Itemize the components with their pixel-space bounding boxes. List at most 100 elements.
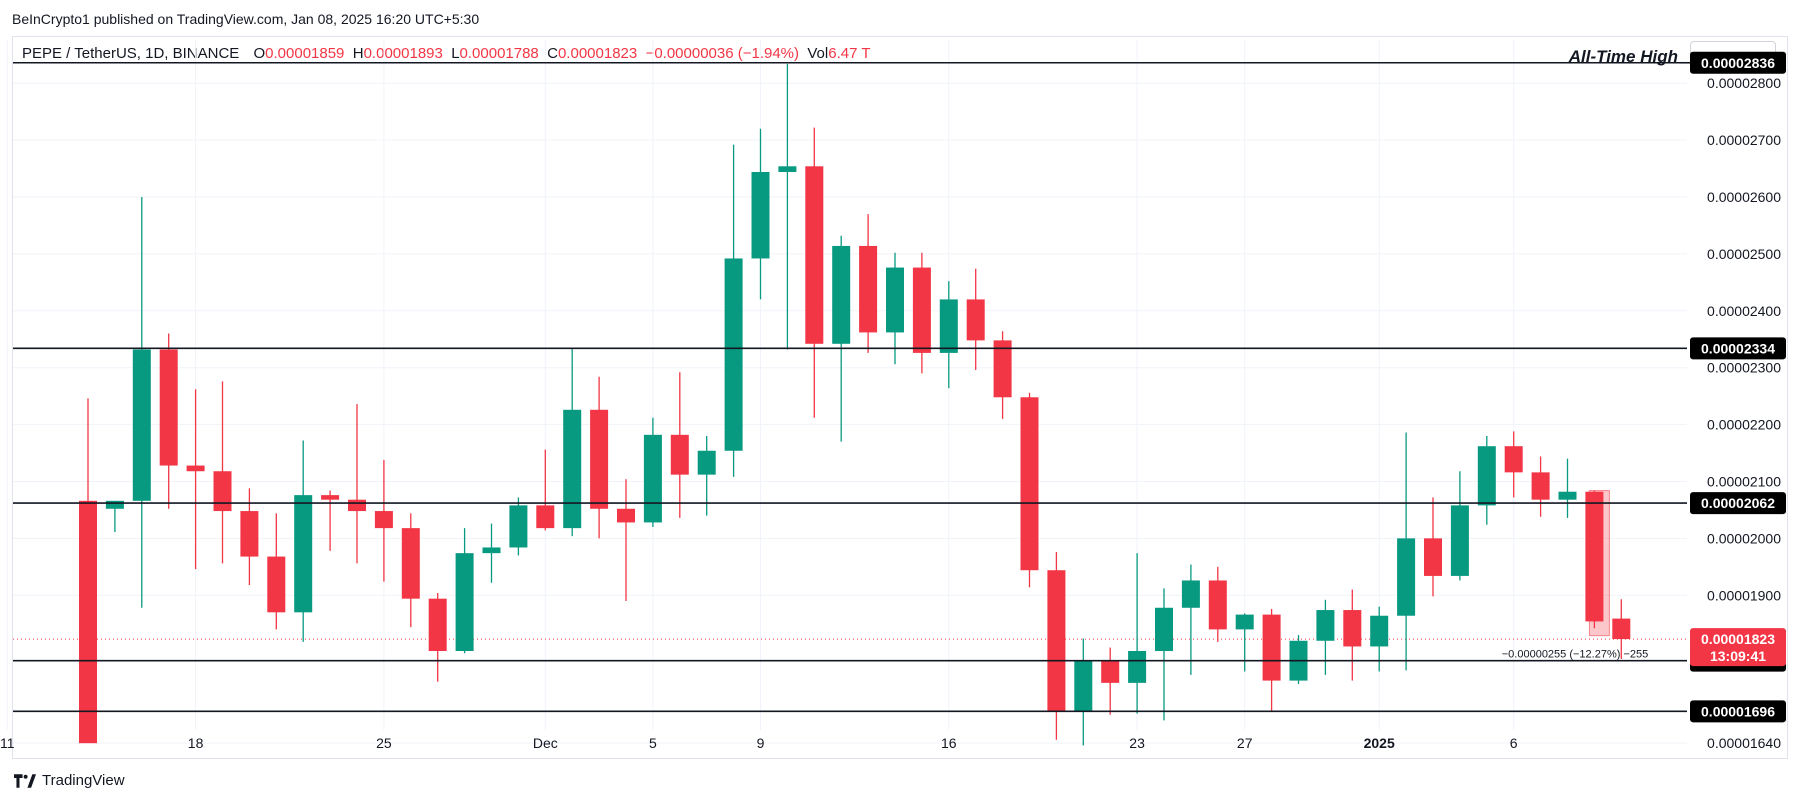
- x-tick-label: 2025: [1364, 735, 1395, 751]
- candle-up: [751, 171, 770, 259]
- price-level-badge-label: 0.00002836: [1701, 55, 1775, 71]
- x-tick-label: 5: [649, 735, 657, 751]
- price-level-badge: [1690, 337, 1786, 360]
- candle-down: [374, 511, 393, 529]
- candle-up: [778, 166, 797, 172]
- candle-down: [912, 267, 931, 353]
- candle-down: [993, 340, 1012, 398]
- candle-down: [1208, 580, 1227, 630]
- candle-down: [267, 556, 286, 613]
- x-tick-label: 9: [757, 735, 765, 751]
- candle-down: [1531, 472, 1550, 500]
- x-tick-label: 27: [1237, 735, 1253, 751]
- x-tick-label: 25: [376, 735, 392, 751]
- x-tick-label: 23: [1129, 735, 1145, 751]
- candle-up: [509, 505, 528, 548]
- candle-down: [401, 528, 420, 599]
- candle-up: [1128, 651, 1147, 683]
- legend-volume-value: 6.47 T: [828, 45, 871, 62]
- x-tick-label: 6: [1510, 735, 1518, 751]
- measure-label: −0.00000255 (−12.27%) −255: [1502, 649, 1649, 661]
- candle-up: [1477, 446, 1496, 506]
- all-time-high-annotation: All-Time High: [1568, 47, 1678, 66]
- candle-up: [1397, 538, 1416, 616]
- legend-symbol[interactable]: PEPE / TetherUS, 1D, BINANCE: [22, 45, 240, 62]
- candle-up: [886, 267, 904, 333]
- candle-down: [1504, 446, 1523, 473]
- legend-high-label: H: [352, 45, 364, 62]
- candle-down: [1585, 491, 1604, 622]
- tradingview-branding[interactable]: TradingView: [14, 772, 125, 789]
- candle-down: [617, 508, 635, 523]
- y-tick-label: 0.00002600: [1707, 189, 1781, 205]
- y-tick-label: 0.00002100: [1707, 473, 1781, 489]
- candle-up: [1370, 615, 1389, 647]
- y-tick-label: 0.00001640: [1707, 735, 1781, 751]
- candle-down: [186, 465, 205, 472]
- y-tick-label: 0.00002200: [1707, 417, 1781, 433]
- candle-up: [132, 349, 151, 501]
- candle-down: [428, 598, 447, 652]
- legend-low-label: L: [451, 45, 460, 62]
- candle-up: [455, 553, 474, 652]
- candle-down: [321, 495, 340, 500]
- candle-down: [213, 471, 232, 512]
- price-level-badge: [1690, 700, 1786, 723]
- y-tick-label: 0.00002000: [1707, 530, 1781, 546]
- legend-close-label: C: [547, 45, 558, 62]
- candle-up: [1450, 505, 1469, 576]
- y-tick-label: 0.00001900: [1707, 587, 1781, 603]
- footer-label: TradingView: [42, 772, 125, 789]
- candle-up: [563, 409, 582, 529]
- legend-close-value: 0.00001823: [557, 45, 638, 62]
- y-tick-label: 0.00002400: [1707, 303, 1781, 319]
- candle-up: [724, 258, 743, 451]
- x-tick-label: 11: [0, 735, 15, 751]
- legend-volume-label: Vol: [807, 45, 829, 62]
- candle-down: [590, 409, 609, 509]
- candle-down: [805, 166, 824, 344]
- last-price-label: 0.00001823: [1701, 631, 1775, 647]
- publisher-line: BeInCrypto1 published on TradingView.com…: [12, 11, 480, 27]
- tradingview-logo-icon: [14, 773, 36, 788]
- candle-down: [1612, 618, 1631, 640]
- candle-down: [159, 349, 178, 466]
- candle-up: [832, 245, 851, 344]
- candle-up: [482, 547, 501, 554]
- candle-down: [1047, 570, 1066, 712]
- candle-up: [1235, 614, 1254, 630]
- y-tick-label: 0.00002500: [1707, 246, 1781, 262]
- price-level-badge-label: 0.00001696: [1701, 703, 1775, 719]
- candle-up: [1074, 661, 1093, 712]
- candle-up: [939, 299, 958, 353]
- candle-down: [1020, 397, 1039, 571]
- candle-up: [643, 434, 662, 523]
- candle-down: [79, 500, 97, 744]
- price-level-badge-label: 0.00002062: [1701, 495, 1775, 511]
- price-level-badge: [1690, 51, 1786, 74]
- candle-down: [1343, 610, 1362, 647]
- candle-up: [697, 450, 716, 475]
- x-tick-label: 18: [188, 735, 204, 751]
- candle-up: [105, 500, 124, 509]
- candle-down: [859, 245, 878, 333]
- legend-open-value: 0.00001859: [265, 45, 345, 62]
- legend-open-label: O: [253, 45, 266, 62]
- candle-up: [1155, 607, 1173, 652]
- candle-down: [536, 505, 555, 529]
- y-tick-label: 0.00002300: [1707, 360, 1781, 376]
- candle-up: [1181, 580, 1200, 608]
- y-tick-label: 0.00002700: [1707, 132, 1781, 148]
- candle-countdown-label: 13:09:41: [1710, 648, 1766, 664]
- candle-down: [670, 434, 689, 475]
- price-level-badge: [1690, 492, 1786, 515]
- legend-low-value: 0.00001788: [459, 45, 539, 62]
- candle-down: [1424, 538, 1442, 576]
- candle-down: [348, 499, 366, 512]
- candle-up: [1316, 610, 1335, 641]
- y-tick-label: 0.00002800: [1707, 75, 1781, 91]
- last-price-badge: [1690, 628, 1786, 667]
- candle-down: [240, 511, 259, 557]
- candle-up: [294, 495, 313, 613]
